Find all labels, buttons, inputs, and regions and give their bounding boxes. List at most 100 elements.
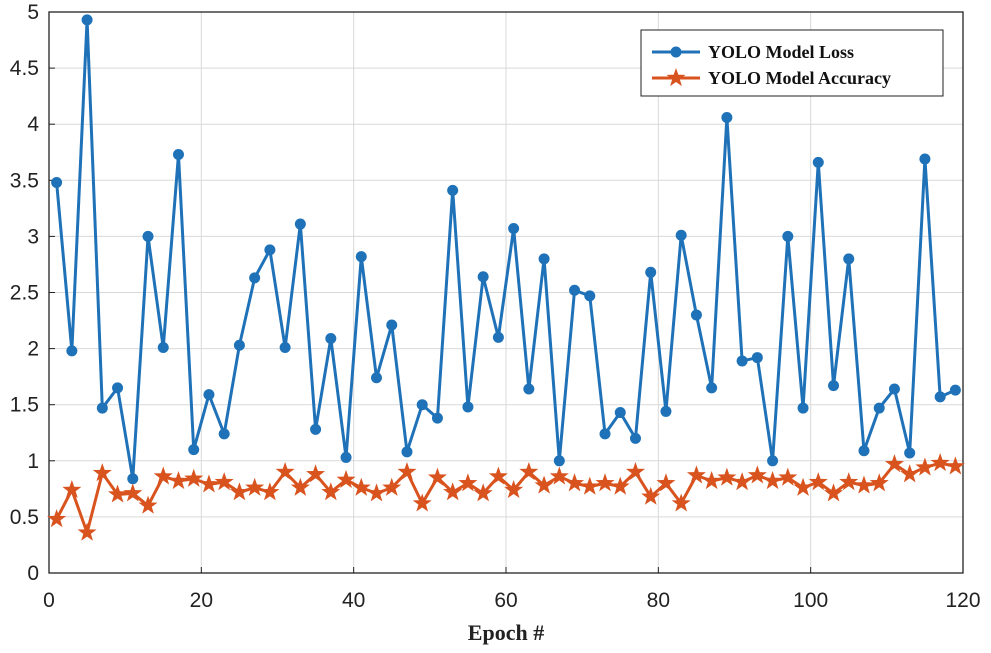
data-point-accuracy — [138, 495, 158, 514]
data-point-accuracy — [336, 469, 356, 488]
data-point-accuracy — [717, 467, 737, 486]
y-axis: 0 0.5 1 1.5 2 2.5 3 3.5 4 4.5 5 — [10, 1, 55, 585]
legend-label-loss: YOLO Model Loss — [708, 42, 854, 62]
data-point-accuracy — [732, 472, 752, 491]
data-point-loss — [553, 455, 565, 467]
data-point-loss — [736, 355, 748, 367]
y-tick-label: 0.5 — [10, 506, 39, 529]
data-point-loss — [51, 177, 63, 189]
data-point-loss — [431, 412, 443, 424]
data-point-loss — [401, 446, 413, 458]
data-point-accuracy — [595, 473, 615, 492]
data-point-accuracy — [427, 467, 447, 486]
legend-marker-loss — [670, 46, 682, 58]
data-point-accuracy — [763, 471, 783, 490]
data-point-accuracy — [519, 462, 539, 481]
data-point-loss — [812, 156, 824, 168]
data-point-loss — [112, 382, 124, 394]
x-tick-label: 0 — [43, 589, 55, 612]
data-point-accuracy — [473, 483, 493, 502]
data-point-loss — [934, 391, 946, 403]
data-point-accuracy — [625, 462, 645, 481]
data-point-loss — [660, 405, 672, 417]
data-point-accuracy — [580, 476, 600, 495]
data-point-loss — [919, 153, 931, 165]
series-line-loss — [55, 18, 956, 481]
legend-marker-accuracy — [666, 68, 686, 87]
data-point-accuracy — [945, 456, 965, 475]
data-point-loss — [142, 230, 154, 242]
data-point-loss — [782, 230, 794, 242]
data-point-loss — [797, 402, 809, 414]
data-point-accuracy — [504, 479, 524, 499]
legend-marker-loss — [670, 46, 682, 58]
series-accuracy — [47, 453, 965, 541]
data-point-accuracy — [641, 486, 661, 505]
data-point-accuracy — [351, 477, 371, 496]
data-point-loss — [416, 399, 428, 411]
data-point-accuracy — [199, 474, 219, 493]
data-point-loss — [477, 271, 489, 283]
data-point-accuracy — [793, 477, 813, 496]
x-tick-label: 80 — [647, 589, 670, 612]
data-point-loss — [645, 266, 657, 278]
data-point-accuracy — [397, 462, 417, 481]
data-point-accuracy — [565, 473, 585, 492]
data-point-accuracy — [884, 454, 904, 473]
data-point-accuracy — [214, 472, 234, 491]
data-point-accuracy — [367, 483, 387, 502]
x-axis-title: Epoch # — [468, 620, 544, 645]
x-tick-label: 20 — [190, 589, 213, 612]
data-point-loss — [310, 423, 322, 435]
data-point-loss — [264, 244, 276, 256]
data-point-loss — [690, 309, 702, 321]
data-point-accuracy — [900, 464, 920, 483]
data-point-accuracy — [62, 479, 82, 499]
data-point-accuracy — [778, 467, 798, 486]
data-point-accuracy — [306, 464, 326, 483]
data-point-loss — [767, 455, 779, 467]
x-axis: 0 20 40 60 80 100 120 — [43, 567, 981, 612]
data-point-accuracy — [534, 475, 554, 494]
data-point-accuracy — [839, 472, 859, 491]
data-point-accuracy — [824, 483, 844, 502]
data-point-loss — [843, 253, 855, 265]
data-point-accuracy — [260, 482, 280, 501]
data-point-loss — [233, 339, 245, 351]
y-tick-label: 1.5 — [10, 394, 39, 417]
y-tick-label: 4.5 — [10, 57, 39, 80]
data-point-loss — [828, 380, 840, 392]
data-point-loss — [614, 407, 626, 419]
data-point-loss — [96, 402, 108, 414]
data-point-loss — [675, 229, 687, 241]
data-point-accuracy — [488, 466, 508, 485]
data-point-loss — [538, 253, 550, 265]
data-point-loss — [873, 402, 885, 414]
data-point-loss — [904, 447, 916, 459]
data-point-accuracy — [443, 482, 463, 501]
y-tick-label: 1 — [27, 450, 39, 473]
data-point-accuracy — [915, 457, 935, 476]
legend-label-accuracy: YOLO Model Accuracy — [708, 68, 891, 88]
y-tick-label: 5 — [27, 1, 39, 24]
data-point-accuracy — [229, 482, 249, 501]
data-point-accuracy — [153, 466, 173, 485]
data-point-loss — [447, 184, 459, 196]
data-point-accuracy — [108, 484, 128, 503]
data-point-accuracy — [686, 465, 706, 484]
data-point-loss — [706, 382, 718, 394]
data-point-accuracy — [77, 522, 97, 541]
y-tick-label: 3 — [27, 225, 39, 248]
data-point-loss — [751, 352, 763, 364]
data-point-loss — [371, 372, 383, 384]
data-point-accuracy — [290, 477, 310, 496]
data-point-loss — [157, 341, 169, 353]
y-tick-label: 4 — [27, 113, 39, 136]
data-point-loss — [340, 451, 352, 463]
legend-marker-accuracy — [666, 68, 686, 87]
data-point-loss — [492, 331, 504, 343]
x-tick-label: 60 — [494, 589, 517, 612]
x-tick-label: 40 — [342, 589, 365, 612]
data-point-accuracy — [47, 509, 67, 528]
data-point-accuracy — [412, 493, 432, 512]
